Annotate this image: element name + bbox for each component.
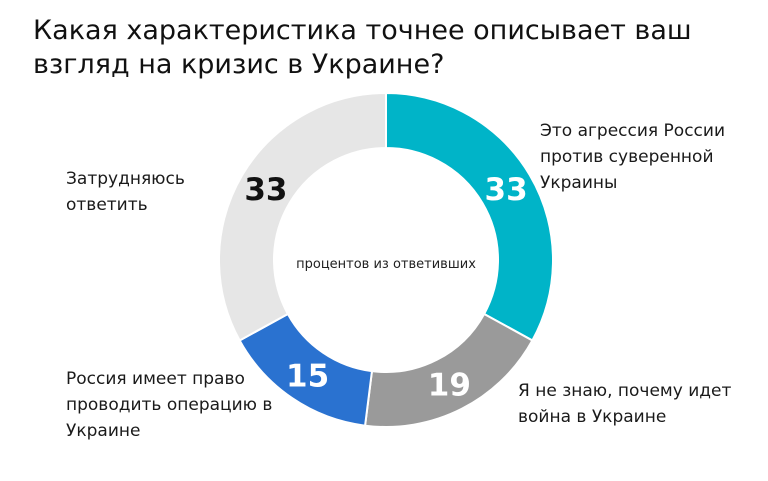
slice-hard-to-say [218, 91, 387, 342]
center-label: процентов из ответивших [296, 257, 476, 272]
value-label-aggression: 33 [485, 172, 528, 208]
chart-title: Какая характеристика точнее описывает ва… [33, 15, 692, 80]
value-label-hard-to-say: 33 [244, 172, 287, 208]
slice-label-dont-know-why: Я не знаю, почему идет война в Украине [518, 381, 732, 427]
slice-label-hard-to-say: Затрудняюсь ответить [66, 169, 185, 215]
slice-label-aggression: Это агрессия России против суверенной Ук… [540, 121, 725, 193]
slice-aggression [385, 91, 554, 342]
slice-label-russia-has-right: Россия имеет право проводить операцию в … [66, 369, 273, 441]
value-label-russia-has-right: 15 [286, 358, 329, 394]
value-label-dont-know-why: 19 [428, 367, 471, 403]
